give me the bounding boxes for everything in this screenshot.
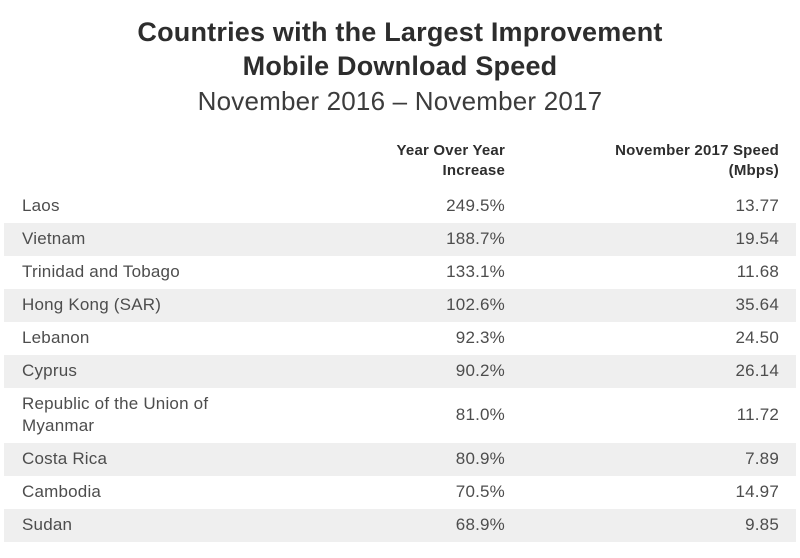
country-cell: Costa Rica [22,449,108,468]
speed-table: Year Over Year Increase November 2017 Sp… [4,119,796,542]
country-cell: Trinidad and Tobago [22,262,180,281]
column-header-yoy-increase: Year Over Year Increase [264,119,505,190]
speed-cell: 26.14 [735,361,779,380]
table-header: Year Over Year Increase November 2017 Sp… [4,119,796,190]
speed-cell: 35.64 [735,295,779,314]
yoy-increase-cell: 249.5% [446,196,505,215]
speed-cell: 7.89 [745,449,779,468]
country-cell: Republic of the Union of Myanmar [22,394,209,435]
country-cell: Laos [22,196,60,215]
title-block: Countries with the Largest Improvement M… [0,0,800,119]
yoy-increase-cell: 133.1% [446,262,505,281]
table-row: Cyprus 90.2% 26.14 [4,355,796,388]
yoy-increase-cell: 92.3% [455,328,505,347]
speed-cell: 13.77 [735,196,779,215]
country-cell: Hong Kong (SAR) [22,295,162,314]
column-header-country [4,119,264,190]
table-row: Hong Kong (SAR) 102.6% 35.64 [4,289,796,322]
column-header-yoy-line2: Increase [442,162,505,179]
column-header-speed: November 2017 Speed (Mbps) [505,119,796,190]
table-row: Costa Rica 80.9% 7.89 [4,443,796,476]
column-header-speed-line2: (Mbps) [728,162,779,179]
table-row: Republic of the Union of Myanmar 81.0% 1… [4,388,796,443]
column-header-yoy-line1: Year Over Year [396,142,505,159]
subtitle-date-range: November 2016 – November 2017 [197,86,603,116]
speed-cell: 9.85 [745,515,779,534]
table-row: Laos 249.5% 13.77 [4,190,796,223]
table-row: Vietnam 188.7% 19.54 [4,223,796,256]
title-line-1: Countries with the Largest Improvement [137,17,663,47]
speed-cell: 19.54 [735,229,779,248]
title-line-2: Mobile Download Speed [242,51,558,81]
country-cell: Cyprus [22,361,78,380]
yoy-increase-cell: 68.9% [455,515,505,534]
column-header-speed-line1: November 2017 Speed [615,142,779,159]
yoy-increase-cell: 70.5% [455,482,505,501]
table-body: Laos 249.5% 13.77 Vietnam 188.7% 19.54 T… [4,190,796,542]
table-row: Sudan 68.9% 9.85 [4,509,796,542]
table-row: Cambodia 70.5% 14.97 [4,476,796,509]
yoy-increase-cell: 80.9% [455,449,505,468]
speed-cell: 11.68 [736,262,779,281]
country-cell: Lebanon [22,328,90,347]
speed-cell: 14.97 [735,482,779,501]
yoy-increase-cell: 188.7% [446,229,505,248]
country-cell: Vietnam [22,229,86,248]
yoy-increase-cell: 81.0% [455,405,505,424]
speed-cell: 11.72 [736,405,779,424]
country-cell: Cambodia [22,482,102,501]
country-cell: Sudan [22,515,73,534]
table-row: Lebanon 92.3% 24.50 [4,322,796,355]
yoy-increase-cell: 90.2% [455,361,505,380]
speed-cell: 24.50 [735,328,779,347]
yoy-increase-cell: 102.6% [446,295,505,314]
table-row: Trinidad and Tobago 133.1% 11.68 [4,256,796,289]
